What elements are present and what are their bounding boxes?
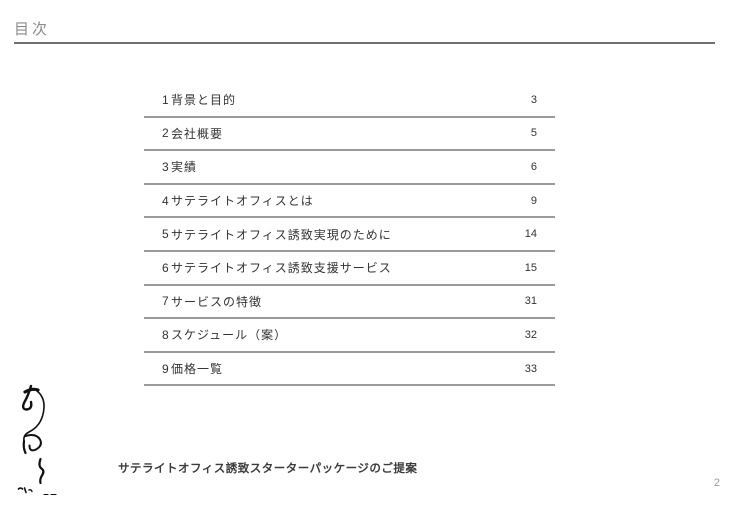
toc-row[interactable]: 9 価格一覧 33	[144, 353, 555, 387]
toc-row-number: 7	[162, 294, 169, 309]
toc-row[interactable]: 1 背景と目的 3	[144, 84, 555, 118]
toc-table: 1 背景と目的 3 2 会社概要 5 3 実績 6 4 サテライトオフィスとは …	[144, 84, 555, 387]
toc-row-title: サービスの特徴	[171, 294, 263, 309]
toc-row-page: 3	[530, 93, 537, 106]
toc-row-number: 5	[162, 227, 169, 242]
toc-row-number: 3	[162, 159, 169, 174]
toc-row-number: 8	[162, 327, 169, 342]
toc-row-page: 31	[524, 295, 537, 308]
footer-proposal-title: サテライトオフィス誘致スターターパッケージのご提案	[118, 463, 418, 475]
toc-row-title: 会社概要	[171, 126, 224, 141]
toc-row-page: 6	[530, 160, 537, 173]
toc-row[interactable]: 5 サテライトオフィス誘致実現のために 14	[144, 218, 555, 252]
toc-row[interactable]: 8 スケジュール（案） 32	[144, 319, 555, 353]
toc-row-title: 背景と目的	[171, 93, 237, 108]
toc-row-page: 33	[524, 362, 537, 375]
toc-row-title: サテライトオフィス誘致実現のために	[171, 227, 392, 242]
toc-row-title: スケジュール（案）	[171, 328, 288, 343]
toc-row-number: 9	[162, 361, 169, 376]
toc-row-number: 2	[162, 126, 169, 141]
toc-row-number: 4	[162, 193, 169, 208]
page-title: 目次	[14, 21, 51, 38]
toc-row-title: サテライトオフィスとは	[171, 194, 314, 209]
toc-row-title: 実績	[171, 160, 198, 175]
toc-row-number: 1	[162, 92, 169, 107]
toc-row-page: 15	[524, 261, 537, 274]
toc-row-page: 5	[530, 127, 537, 140]
brush-stroke-icon	[17, 384, 57, 496]
awara-calligraphy-logo	[10, 383, 60, 510]
toc-row[interactable]: 3 実績 6	[144, 151, 555, 185]
toc-row-page: 32	[524, 328, 537, 341]
header-divider	[14, 42, 715, 44]
toc-row-page: 14	[524, 228, 537, 241]
toc-row[interactable]: 4 サテライトオフィスとは 9	[144, 185, 555, 219]
page-number: 2	[713, 477, 720, 489]
toc-row-title: サテライトオフィス誘致支援サービス	[171, 261, 392, 276]
toc-row-title: 価格一覧	[171, 362, 224, 377]
toc-row[interactable]: 7 サービスの特徴 31	[144, 286, 555, 320]
toc-row[interactable]: 2 会社概要 5	[144, 118, 555, 152]
toc-row[interactable]: 6 サテライトオフィス誘致支援サービス 15	[144, 252, 555, 286]
toc-row-page: 9	[530, 194, 537, 207]
toc-row-number: 6	[162, 260, 169, 275]
